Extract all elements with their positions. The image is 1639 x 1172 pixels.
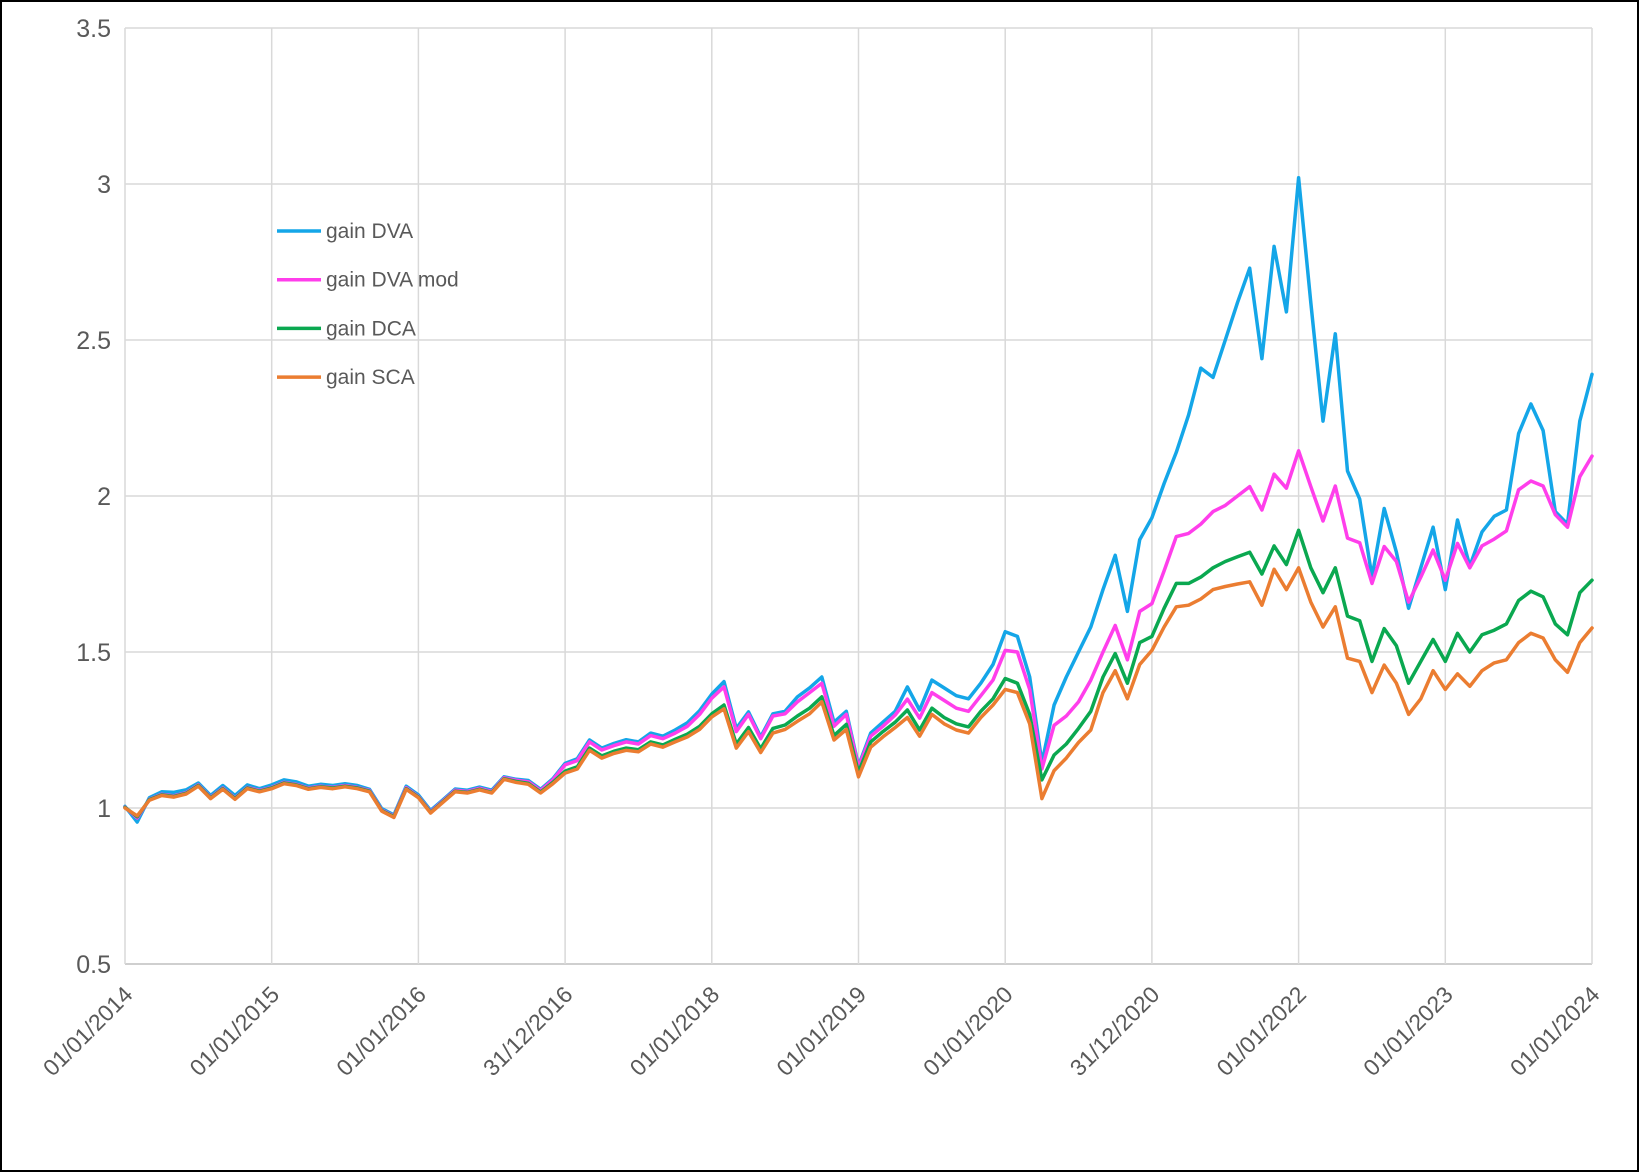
legend-item-gain-sca: gain SCA	[277, 366, 415, 389]
x-tick-label: 01/01/2023	[1358, 981, 1458, 1081]
x-tick-label: 01/01/2022	[1211, 981, 1311, 1081]
y-tick-label: 3.5	[76, 15, 111, 43]
x-tick-label: 01/01/2018	[625, 981, 725, 1081]
y-tick-label: 2	[97, 483, 111, 511]
legend-label: gain DVA mod	[326, 269, 459, 292]
x-tick-label: 01/01/2015	[184, 981, 284, 1081]
x-tick-label: 01/01/2019	[771, 981, 871, 1081]
legend: gain DVA gain DVA mod gain DCA gain SCA	[277, 220, 459, 389]
x-tick-label: 01/01/2024	[1505, 981, 1605, 1081]
legend-label: gain DCA	[326, 317, 416, 340]
y-tick-label: 2.5	[76, 327, 111, 355]
y-axis-tick-labels: 0.5 1 1.5 2 2.5 3 3.5	[76, 15, 111, 979]
y-tick-label: 1.5	[76, 639, 111, 667]
y-tick-label: 1	[97, 795, 111, 823]
x-tick-label: 01/01/2016	[331, 981, 431, 1081]
x-tick-label: 31/12/2016	[478, 981, 578, 1081]
y-tick-label: 3	[97, 171, 111, 199]
legend-label: gain DVA	[326, 220, 413, 243]
series-lines	[123, 176, 1594, 824]
x-tick-label: 01/01/2020	[918, 981, 1018, 1081]
y-tick-label: 0.5	[76, 951, 111, 979]
x-axis-tick-labels: 01/01/2014 01/01/2015 01/01/2016 31/12/2016…	[38, 981, 1605, 1081]
x-tick-label: 31/12/2020	[1065, 981, 1165, 1081]
legend-item-gain-dva-mod: gain DVA mod	[277, 269, 459, 292]
legend-item-gain-dca: gain DCA	[277, 317, 416, 340]
series-line-gain-sca	[123, 566, 1594, 820]
x-tick-label: 01/01/2014	[38, 981, 138, 1081]
gridlines	[124, 27, 1593, 965]
legend-item-gain-dva: gain DVA	[277, 220, 413, 243]
legend-label: gain SCA	[326, 366, 415, 389]
